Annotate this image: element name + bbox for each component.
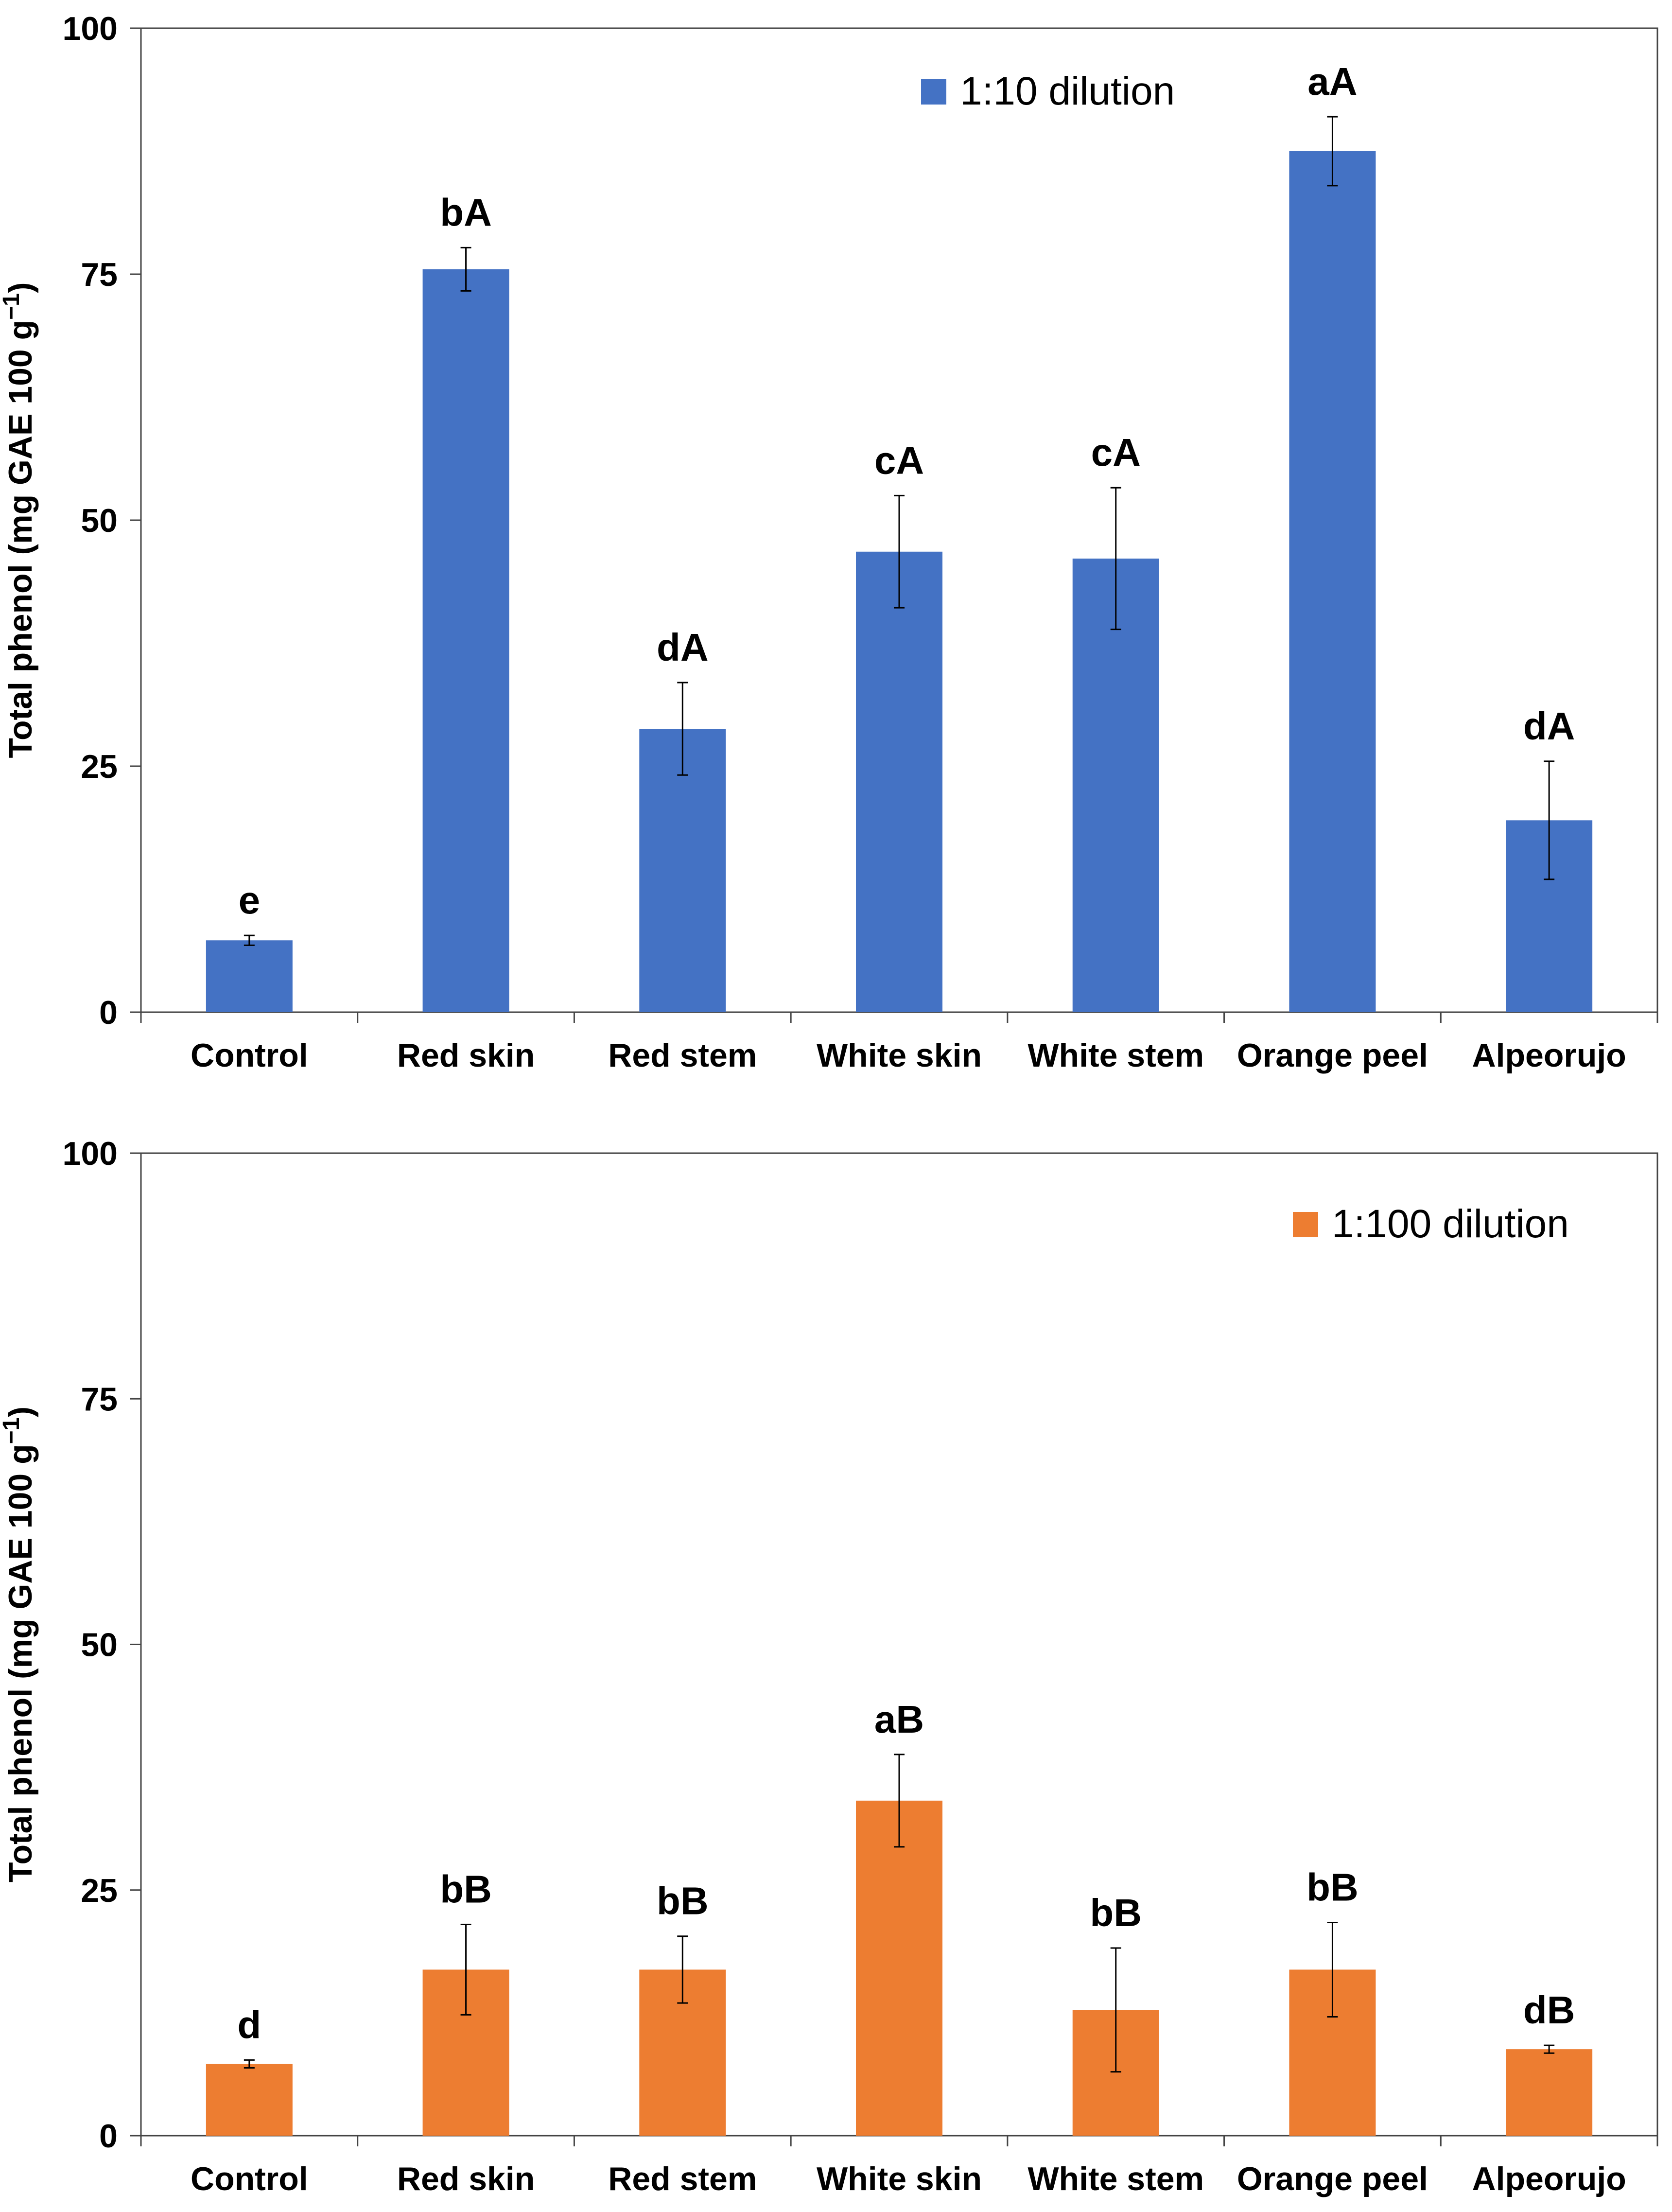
y-tick-label: 25: [81, 748, 118, 785]
legend-swatch: [1293, 1212, 1318, 1237]
x-category-label: Control: [191, 2160, 308, 2197]
y-tick-label: 75: [81, 256, 118, 293]
chart-panel-1: 0 25 50 75 100 Total phenol (mg GAE 100 g−1) e…: [0, 10, 1658, 1074]
chart-panel-2: 0 25 50 75 100 Total phenol (mg GAE 100 g−1) d…: [0, 1135, 1658, 2197]
x-category-label: White skin: [817, 1037, 982, 1074]
y-axis-title: Total phenol (mg GAE 100 g−1): [0, 1406, 39, 1882]
significance-label: dB: [1523, 1988, 1575, 2032]
legend-label: 1:100 dilution: [1332, 1202, 1569, 1246]
bar-control: [206, 940, 293, 1012]
y-tick-label: 50: [81, 502, 118, 539]
significance-label: bB: [657, 1879, 709, 1923]
significance-label: bB: [1306, 1865, 1358, 1909]
bar-red-skin: [422, 269, 509, 1012]
y-axis-title: Total phenol (mg GAE 100 g−1): [0, 282, 39, 758]
x-category-label: Red skin: [397, 1037, 535, 1074]
significance-label: cA: [1091, 431, 1141, 474]
bar-white-skin: [856, 1800, 942, 2136]
x-category-label: Orange peel: [1237, 1037, 1428, 1074]
bar-orange-peel: [1289, 151, 1376, 1012]
significance-label: bA: [440, 191, 492, 234]
significance-label: cA: [874, 439, 924, 482]
y-tick-label: 100: [63, 1135, 118, 1172]
x-category-label: Red stem: [608, 2160, 757, 2197]
x-category-label: Control: [191, 1037, 308, 1074]
y-tick-label: 0: [99, 994, 118, 1031]
y-tick-label: 25: [81, 1872, 118, 1909]
legend-swatch: [921, 79, 946, 105]
x-category-label: Orange peel: [1237, 2160, 1428, 2197]
x-category-label: Alpeorujo: [1472, 2160, 1626, 2197]
x-category-label: Red skin: [397, 2160, 535, 2197]
significance-label: d: [237, 2003, 261, 2046]
bar-white-skin: [856, 551, 942, 1012]
bar-red-stem: [639, 729, 726, 1012]
x-category-label: Alpeorujo: [1472, 1037, 1626, 1074]
bar-control: [206, 2064, 293, 2136]
significance-label: aB: [874, 1698, 924, 1741]
significance-label: aA: [1307, 60, 1357, 103]
bar-alpeorujo: [1506, 2049, 1593, 2136]
bar-white-stem: [1072, 558, 1159, 1012]
significance-label: bB: [440, 1867, 492, 1911]
y-tick-label: 100: [63, 10, 118, 47]
significance-label: dA: [657, 626, 709, 669]
y-tick-label: 0: [99, 2118, 118, 2155]
significance-label: dA: [1523, 704, 1575, 748]
x-category-label: White skin: [817, 2160, 982, 2197]
x-category-label: White stem: [1028, 1037, 1204, 1074]
x-category-label: Red stem: [608, 1037, 757, 1074]
y-tick-label: 75: [81, 1381, 118, 1418]
significance-label: e: [239, 878, 261, 922]
x-category-label: White stem: [1028, 2160, 1204, 2197]
y-tick-label: 50: [81, 1627, 118, 1664]
legend-label: 1:10 dilution: [960, 69, 1175, 113]
significance-label: bB: [1090, 1891, 1142, 1934]
